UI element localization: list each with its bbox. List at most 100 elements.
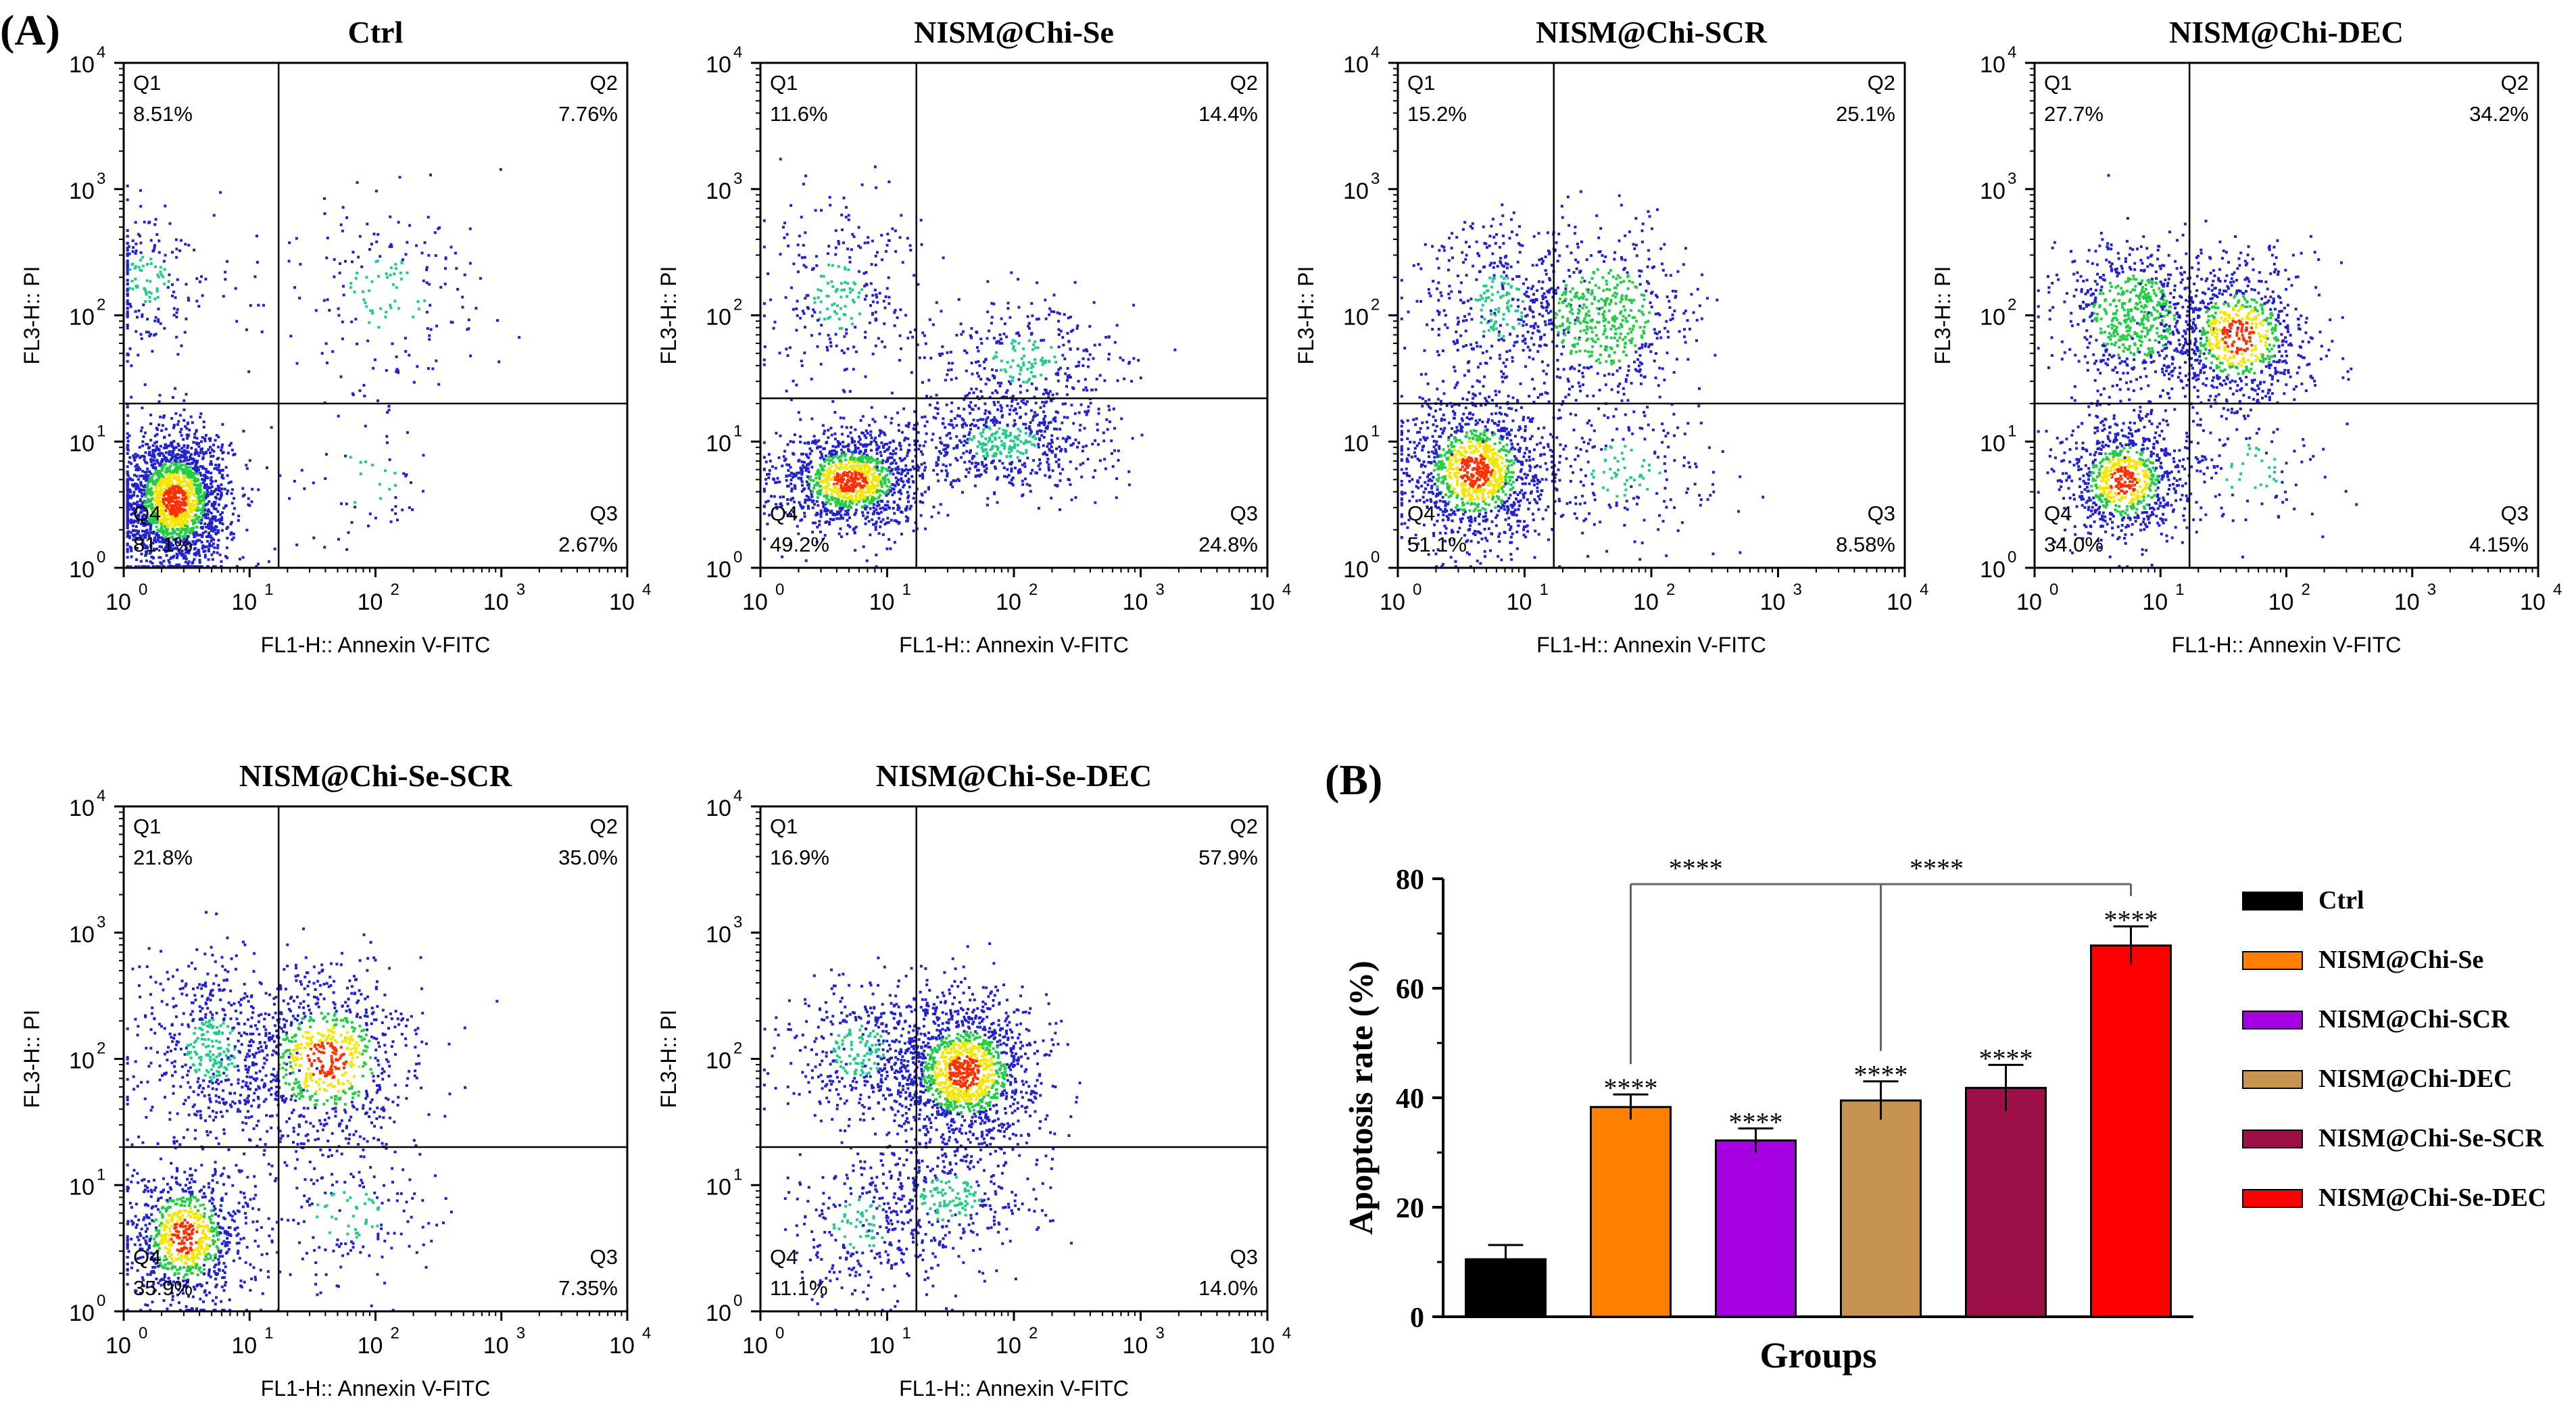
event-dot (848, 287, 852, 290)
event-dot (170, 462, 174, 465)
event-dot (155, 502, 158, 506)
event-dot (1003, 322, 1006, 325)
event-dot (156, 506, 159, 509)
event-dot (172, 446, 175, 450)
event-dot (767, 272, 770, 275)
event-dot (130, 505, 133, 508)
event-dot (163, 436, 166, 439)
event-dot (833, 463, 837, 466)
event-dot (191, 421, 194, 424)
event-dot (869, 460, 872, 464)
event-dot (211, 558, 214, 561)
event-dot (762, 245, 766, 249)
event-dot (1098, 343, 1101, 346)
event-dot (1062, 343, 1065, 347)
event-dot (194, 448, 197, 452)
event-dot (844, 503, 847, 506)
event-dot (180, 450, 184, 454)
event-dot (299, 262, 302, 266)
event-dot (368, 512, 372, 516)
event-dot (892, 483, 896, 487)
event-dot (976, 395, 979, 399)
event-dot (965, 424, 968, 427)
event-dot (1077, 411, 1081, 414)
event-dot (167, 565, 170, 568)
event-dot (921, 501, 925, 504)
event-dot (146, 262, 149, 266)
event-dot (518, 336, 521, 339)
event-dot (175, 513, 178, 516)
event-dot (1084, 410, 1087, 414)
event-dot (191, 540, 195, 543)
event-dot (126, 278, 129, 282)
event-dot (164, 451, 168, 454)
event-dot (142, 513, 145, 516)
event-dot (903, 457, 906, 460)
event-dot (224, 466, 228, 469)
event-dot (842, 451, 846, 454)
event-dot (993, 452, 996, 456)
event-dot (872, 512, 875, 515)
event-dot (159, 445, 162, 448)
event-dot (850, 451, 854, 454)
event-dot (195, 509, 199, 512)
event-dot (134, 277, 137, 281)
event-dot (971, 462, 974, 465)
event-dot (1084, 378, 1087, 381)
event-dot (978, 475, 981, 478)
event-dot (837, 488, 841, 491)
y-tick-label: 10 (69, 52, 95, 78)
event-dot (127, 460, 130, 464)
event-dot (1000, 406, 1003, 410)
event-dot (986, 280, 990, 283)
event-dot (859, 419, 862, 422)
event-dot (811, 500, 815, 504)
event-dot (153, 319, 157, 322)
event-dot (873, 478, 876, 481)
event-dot (195, 501, 199, 504)
event-dot (162, 523, 165, 526)
event-dot (185, 523, 188, 526)
event-dot (827, 295, 830, 298)
event-dot (807, 483, 810, 486)
event-dot (151, 349, 154, 353)
event-dot (145, 331, 148, 334)
event-dot (893, 324, 896, 327)
event-dot (207, 508, 210, 511)
event-dot (201, 544, 205, 548)
event-dot (172, 452, 175, 455)
event-dot (161, 460, 164, 463)
event-dot (1005, 395, 1008, 399)
event-dot (126, 436, 129, 439)
event-dot (145, 544, 148, 548)
event-dot (900, 459, 903, 462)
event-dot (219, 495, 222, 499)
event-dot (1004, 436, 1008, 439)
event-dot (1019, 470, 1022, 474)
event-dot (899, 308, 902, 312)
event-dot (986, 416, 990, 419)
event-dot (183, 514, 187, 518)
event-dot (1054, 483, 1057, 487)
event-dot (198, 485, 201, 489)
event-dot (174, 485, 178, 488)
event-dot (883, 523, 887, 526)
event-dot (990, 316, 994, 319)
event-dot (359, 461, 362, 464)
event-dot (783, 236, 786, 239)
event-dot (364, 301, 367, 304)
event-dot (186, 470, 189, 473)
event-dot (233, 507, 236, 510)
event-dot (827, 456, 831, 459)
event-dot (157, 423, 160, 427)
event-dot (427, 253, 431, 257)
event-dot (877, 445, 881, 449)
event-dot (180, 485, 183, 489)
event-dot (945, 403, 948, 406)
event-dot (368, 248, 371, 251)
event-dot (1056, 379, 1060, 383)
event-dot (843, 485, 846, 488)
event-dot (839, 307, 842, 310)
event-dot (164, 518, 168, 521)
event-dot (1044, 298, 1047, 301)
